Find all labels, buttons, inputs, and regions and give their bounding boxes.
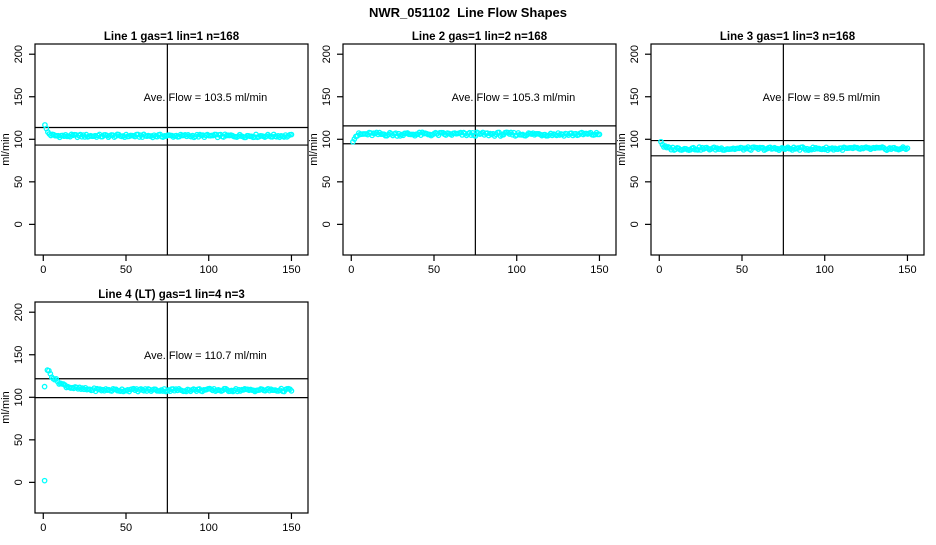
y-axis: 0 50 100 150 200 — [629, 45, 651, 227]
reference-lines — [343, 44, 616, 255]
svg-text:200: 200 — [321, 45, 333, 63]
scatter-points — [41, 367, 295, 484]
ave-flow-annotation: Ave. Flow = 103.5 ml/min — [144, 92, 268, 104]
panel-line-2: Line 2 gas=1 lin=2 n=168 0 50 100 150 0 50 100 1… — [308, 28, 626, 282]
reference-lines — [35, 302, 308, 513]
svg-text:150: 150 — [13, 88, 25, 106]
x-axis: 0 50 100 150 — [656, 255, 917, 276]
svg-text:150: 150 — [13, 346, 25, 364]
ave-flow-annotation: Ave. Flow = 89.5 ml/min — [763, 92, 880, 104]
svg-text:50: 50 — [120, 522, 132, 534]
svg-text:150: 150 — [629, 88, 641, 106]
svg-text:100: 100 — [816, 264, 834, 276]
reference-lines — [35, 44, 308, 255]
panel-line-4: Line 4 (LT) gas=1 lin=4 n=3 0 50 100 150 0 50 1… — [0, 286, 318, 540]
x-axis: 0 50 100 150 — [348, 255, 609, 276]
chart-svg: Line 2 gas=1 lin=2 n=168 0 50 100 150 0 50 100 1… — [308, 31, 617, 276]
svg-text:0: 0 — [629, 221, 641, 227]
panel-title: Line 2 gas=1 lin=2 n=168 — [412, 31, 548, 43]
y-axis: 0 50 100 150 200 — [13, 303, 35, 485]
scatter-points — [42, 122, 295, 141]
y-axis: 0 50 100 150 200 — [321, 45, 343, 227]
svg-text:100: 100 — [200, 264, 218, 276]
panel-line-1: Line 1 gas=1 lin=1 n=168 0 50 100 150 0 50 100 1… — [0, 28, 318, 282]
ave-flow-annotation: Ave. Flow = 105.3 ml/min — [452, 92, 576, 104]
svg-text:150: 150 — [282, 264, 300, 276]
panel-title: Line 3 gas=1 lin=3 n=168 — [720, 31, 856, 43]
y-axis-label: ml/min — [308, 133, 320, 165]
chart-svg: Line 4 (LT) gas=1 lin=4 n=3 0 50 100 150 0 50 1… — [0, 289, 309, 534]
svg-text:50: 50 — [428, 264, 440, 276]
chart-svg: Line 1 gas=1 lin=1 n=168 0 50 100 150 0 50 100 1… — [0, 31, 309, 276]
svg-text:50: 50 — [321, 176, 333, 188]
y-axis: 0 50 100 150 200 — [13, 45, 35, 227]
svg-text:150: 150 — [590, 264, 608, 276]
svg-text:100: 100 — [13, 130, 25, 148]
scatter-points — [350, 129, 603, 145]
figure-title: NWR_051102 Line Flow Shapes — [369, 5, 567, 20]
svg-text:100: 100 — [508, 264, 526, 276]
svg-text:100: 100 — [13, 388, 25, 406]
svg-text:100: 100 — [200, 522, 218, 534]
panel-line-3: Line 3 gas=1 lin=3 n=168 0 50 100 150 0 50 100 1… — [616, 28, 934, 282]
x-axis: 0 50 100 150 — [40, 513, 301, 534]
x-axis: 0 50 100 150 — [40, 255, 301, 276]
y-axis-label: ml/min — [0, 133, 12, 165]
svg-text:200: 200 — [629, 45, 641, 63]
svg-text:100: 100 — [629, 130, 641, 148]
svg-text:0: 0 — [348, 264, 354, 276]
scatter-points — [658, 138, 911, 153]
svg-text:0: 0 — [40, 522, 46, 534]
svg-text:50: 50 — [736, 264, 748, 276]
panel-title: Line 1 gas=1 lin=1 n=168 — [104, 31, 240, 43]
svg-text:150: 150 — [321, 88, 333, 106]
svg-text:150: 150 — [898, 264, 916, 276]
svg-text:50: 50 — [13, 434, 25, 446]
plot-box — [34, 43, 309, 256]
svg-text:200: 200 — [13, 303, 25, 321]
svg-text:0: 0 — [656, 264, 662, 276]
svg-text:50: 50 — [629, 176, 641, 188]
svg-text:0: 0 — [321, 221, 333, 227]
panel-title: Line 4 (LT) gas=1 lin=4 n=3 — [98, 289, 244, 301]
svg-text:0: 0 — [40, 264, 46, 276]
svg-text:0: 0 — [13, 221, 25, 227]
svg-text:0: 0 — [13, 479, 25, 485]
svg-text:100: 100 — [321, 130, 333, 148]
svg-text:150: 150 — [282, 522, 300, 534]
plot-box — [650, 43, 925, 256]
svg-text:50: 50 — [120, 264, 132, 276]
svg-text:200: 200 — [13, 45, 25, 63]
chart-svg: Line 3 gas=1 lin=3 n=168 0 50 100 150 0 50 100 1… — [616, 31, 925, 276]
plot-box — [34, 301, 309, 514]
ave-flow-annotation: Ave. Flow = 110.7 ml/min — [144, 350, 267, 362]
svg-text:50: 50 — [13, 176, 25, 188]
plot-box — [342, 43, 617, 256]
y-axis-label: ml/min — [616, 133, 628, 165]
y-axis-label: ml/min — [0, 391, 12, 423]
